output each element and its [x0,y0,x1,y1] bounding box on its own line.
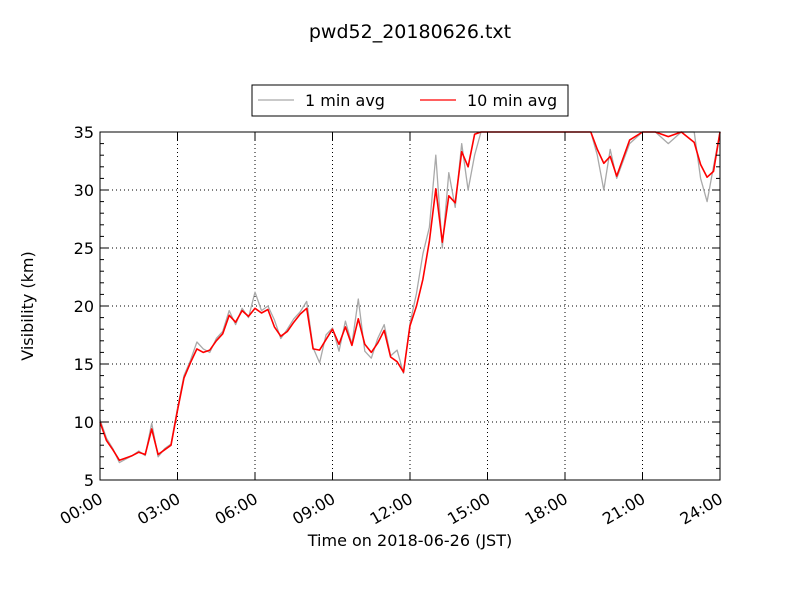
y-axis-label: Visibility (km) [18,251,37,360]
series-line-10min [99,131,721,462]
y-tick-label: 20 [74,297,94,316]
y-tick-label: 5 [84,471,94,490]
legend-frame [251,84,569,117]
grid-lines [100,132,720,480]
chart-title: pwd52_20180626.txt [309,21,511,43]
y-tick-label: 35 [74,123,94,142]
series-lines [99,131,721,464]
y-tick-label: 30 [74,181,94,200]
legend-label-10min: 10 min avg [467,91,557,110]
y-tick-label: 15 [74,355,94,374]
legend-label-1min: 1 min avg [305,91,385,110]
x-axis-label: Time on 2018-06-26 (JST) [307,531,512,550]
y-tick-label: 25 [74,239,94,258]
y-tick-label: 10 [74,413,94,432]
legend: 1 min avg 10 min avg [251,84,569,117]
